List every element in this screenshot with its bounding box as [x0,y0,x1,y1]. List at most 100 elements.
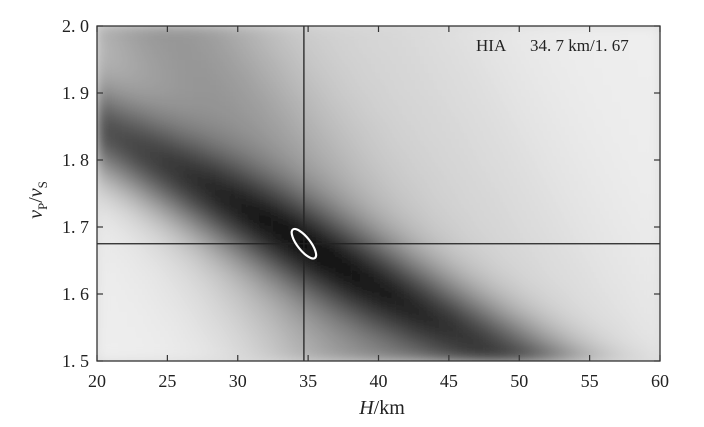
heatmap-cell [483,117,494,127]
heatmap-cell [254,293,265,303]
heatmap-cell [457,167,467,178]
heatmap-cell [281,42,292,52]
heatmap-cell [175,276,186,287]
heatmap-cell [184,142,195,153]
heatmap-cell [290,142,300,153]
heatmap-cell [606,218,617,228]
heatmap-cell [360,84,371,94]
heatmap-cell [509,151,520,161]
heatmap-cell [571,335,582,345]
heatmap-cell [439,226,450,236]
heatmap-cell [536,285,547,295]
heatmap-cell [606,276,617,287]
heatmap-cell [615,159,626,169]
heatmap-cell [492,84,503,94]
heatmap-cell [246,285,256,295]
heatmap-cell [342,327,353,337]
heatmap-cell [536,268,547,278]
heatmap-cell [158,151,168,161]
heatmap-cell [439,193,450,203]
heatmap-cell [166,142,177,153]
heatmap-cell [421,50,432,60]
heatmap-cell [351,218,362,228]
heatmap-cell [237,285,248,295]
heatmap-cell [334,176,344,186]
heatmap-cell [193,193,204,203]
heatmap-cell [509,201,520,211]
heatmap-cell [316,59,327,69]
heatmap-cell [518,268,529,278]
heatmap-cell [483,243,494,253]
heatmap-cell [166,276,177,287]
heatmap-cell [571,260,582,270]
heatmap-cell [650,352,660,361]
heatmap-cell [184,75,195,86]
heatmap-cell [290,193,300,203]
y-tick-label: 1. 5 [62,351,89,371]
heatmap-cell [404,218,415,228]
heatmap-cell [483,201,494,211]
heatmap-cell [615,142,626,153]
heatmap-cell [413,218,423,228]
heatmap-cell [448,301,459,312]
heatmap-cell [237,84,248,94]
y-axis-ticks: 1. 51. 61. 71. 81. 92. 0 [62,16,660,371]
heatmap-cell [97,184,107,194]
heatmap-cell [272,226,283,236]
heatmap-cell [457,343,467,354]
heatmap-cell [158,327,168,337]
heatmap-cell [404,226,415,236]
heatmap-cell [369,109,379,119]
heatmap-cell [545,151,555,161]
heatmap-cell [369,67,379,77]
heatmap-cell [131,176,142,186]
heatmap-cell [439,268,450,278]
heatmap-cell [448,201,459,211]
heatmap-cell [474,318,485,328]
heatmap-cell [448,75,459,86]
heatmap-cell [246,159,256,169]
heatmap-cell [395,285,406,295]
heatmap-cell [641,67,652,77]
heatmap-cell [536,251,547,261]
heatmap-cell [246,352,256,361]
heatmap-cell [624,75,635,86]
heatmap-cell [202,92,212,102]
heatmap-cell [184,159,195,169]
heatmap-cell [105,184,116,194]
heatmap-cell [553,243,564,253]
heatmap-cell [413,201,423,211]
heatmap-cell [360,335,371,345]
heatmap-cell [237,201,248,211]
heatmap-cell [536,352,547,361]
heatmap-cell [413,126,423,136]
heatmap-cell [386,67,397,77]
heatmap-cell [641,301,652,312]
heatmap-cell [325,59,336,69]
heatmap-cell [290,33,300,44]
heatmap-cell [589,276,599,287]
heatmap-cell [536,209,547,220]
heatmap-cell [395,75,406,86]
heatmap-cell [122,100,133,111]
heatmap-cell [210,159,221,169]
heatmap-cell [457,42,467,52]
heatmap-cell [351,193,362,203]
heatmap-cell [360,310,371,320]
heatmap-cell [166,218,177,228]
heatmap-cell [430,276,441,287]
heatmap-cell [492,268,503,278]
heatmap-cell [237,100,248,111]
heatmap-cell [97,84,107,94]
heatmap-cell [492,318,503,328]
heatmap-cell [369,117,379,127]
heatmap-cell [210,234,221,245]
heatmap-cell [219,59,230,69]
heatmap-cell [210,193,221,203]
heatmap-cell [448,50,459,60]
heatmap-cell [219,117,230,127]
heatmap-cell [404,193,415,203]
heatmap-cell [263,109,274,119]
heatmap-cell [210,184,221,194]
heatmap-cell [228,92,239,102]
